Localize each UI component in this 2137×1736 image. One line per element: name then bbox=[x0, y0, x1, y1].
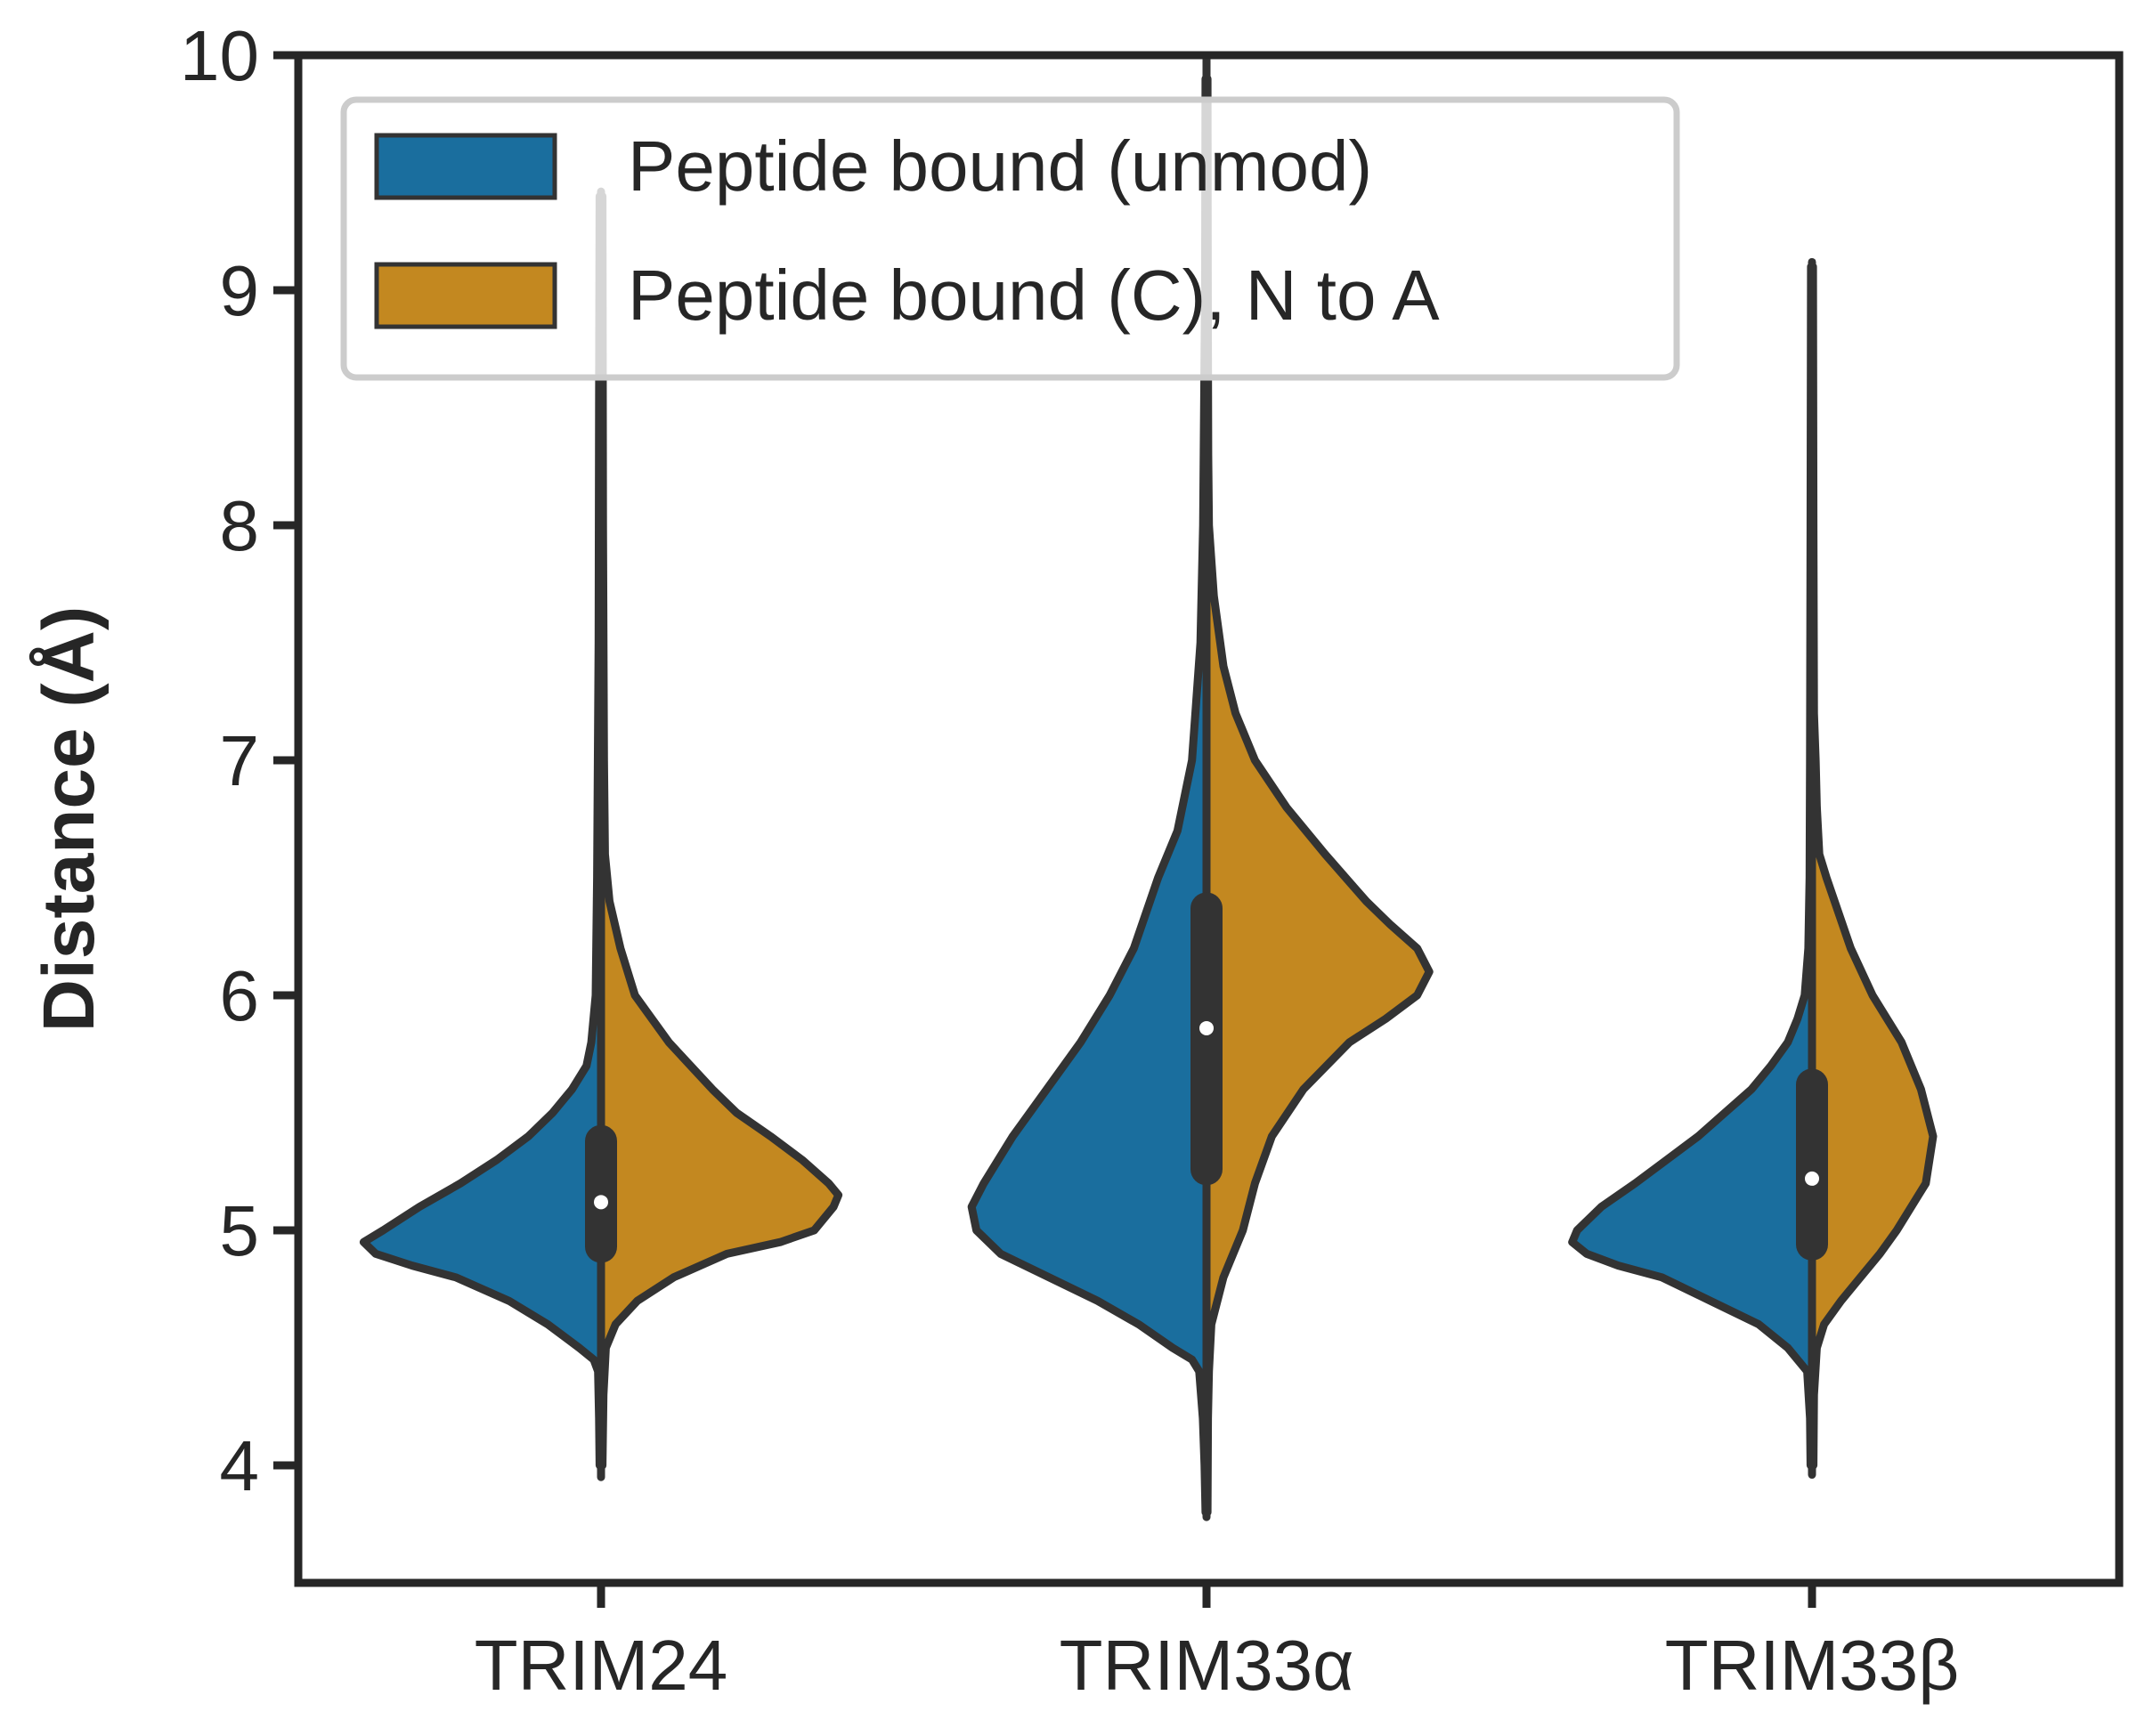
x-tick-label-2: TRIM33β bbox=[1665, 1626, 1960, 1705]
violins-layer bbox=[359, 74, 1938, 1517]
y-axis-title: Distance (Å) bbox=[28, 606, 110, 1032]
y-tick-label-4: 8 bbox=[220, 486, 260, 565]
legend-swatch-0 bbox=[374, 133, 557, 200]
legend: Peptide bound (unmod) Peptide bound (C), … bbox=[340, 96, 1680, 381]
y-tick-label-0: 4 bbox=[220, 1426, 260, 1505]
median-marker-2 bbox=[1805, 1171, 1819, 1186]
y-tick-label-5: 9 bbox=[220, 251, 260, 330]
y-tick-label-3: 7 bbox=[220, 721, 260, 800]
legend-label-0: Peptide bound (unmod) bbox=[628, 126, 1372, 206]
y-tick-label-1: 5 bbox=[220, 1191, 260, 1270]
axes-layer: 4 5 6 7 8 9 10 TRIM24 TRIM33α TRIM33β bbox=[180, 16, 2124, 1705]
violin-half-unmod-2 bbox=[1568, 263, 1816, 1470]
median-marker-1 bbox=[1199, 1020, 1214, 1035]
x-tick-label-1: TRIM33α bbox=[1060, 1626, 1354, 1705]
y-tick-label-2: 6 bbox=[220, 956, 260, 1035]
violin-half-n-to-a-0 bbox=[597, 191, 843, 1470]
legend-label-1: Peptide bound (C), N to A bbox=[628, 256, 1440, 335]
x-tick-label-0: TRIM24 bbox=[475, 1626, 728, 1705]
violin-half-n-to-a-2 bbox=[1808, 263, 1938, 1470]
legend-box bbox=[340, 96, 1680, 381]
violin-half-unmod-0 bbox=[359, 191, 605, 1470]
y-tick-label-6: 10 bbox=[180, 16, 259, 95]
median-marker-0 bbox=[594, 1195, 608, 1210]
legend-swatch-1 bbox=[374, 262, 557, 329]
